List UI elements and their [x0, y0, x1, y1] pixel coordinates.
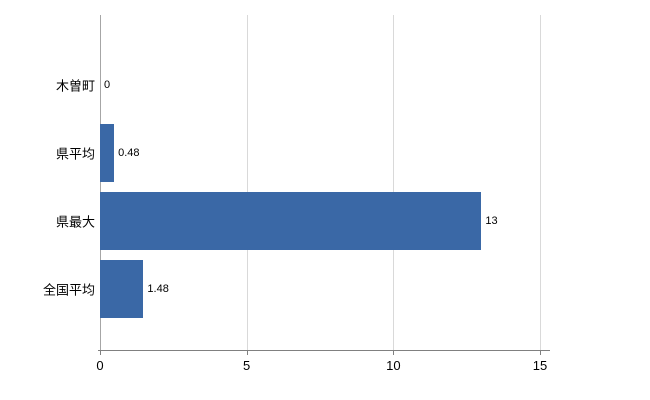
- gridline-x-5: [246, 15, 248, 350]
- category-label-2: 県最大: [55, 214, 95, 230]
- x-tick-label-5: 5: [243, 358, 251, 373]
- x-tick-mark-15: [540, 351, 541, 355]
- value-label-1: 0.48: [118, 147, 140, 159]
- bar-3: [100, 260, 144, 318]
- x-tick-mark-10: [393, 351, 395, 355]
- gridline-x-15: [540, 15, 541, 350]
- bar-1: [100, 124, 115, 182]
- x-tick-label-0: 0: [96, 358, 104, 373]
- plot-area: 0 0.48 13 1.48: [100, 15, 547, 350]
- x-tick-label-10: 10: [386, 358, 401, 373]
- value-label-3: 1.48: [147, 283, 169, 295]
- category-label-1: 県平均: [55, 146, 95, 162]
- value-label-2: 13: [485, 215, 498, 227]
- gridline-x-0: [100, 15, 101, 350]
- value-label-0: 0: [104, 79, 111, 91]
- x-axis-line: [98, 350, 550, 351]
- bar-2: [100, 192, 482, 250]
- category-label-0: 木曽町: [55, 78, 95, 94]
- x-tick-label-15: 15: [532, 358, 548, 373]
- category-label-3: 全国平均: [42, 282, 95, 298]
- x-tick-mark-5: [246, 351, 248, 355]
- x-tick-mark-0: [100, 351, 101, 355]
- gridline-x-10: [393, 15, 395, 350]
